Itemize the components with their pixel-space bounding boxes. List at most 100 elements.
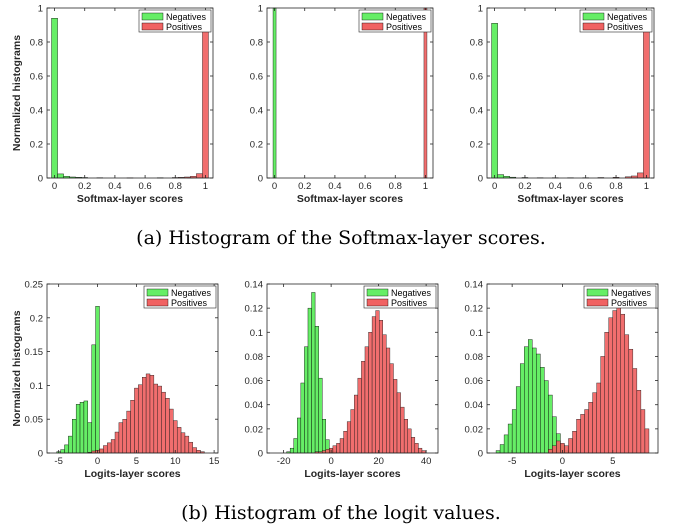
histogram-bar — [364, 346, 369, 454]
histogram-bar — [403, 419, 408, 454]
histogram-bar — [628, 348, 634, 454]
axes-box — [266, 7, 434, 179]
x-tick-label: 0.6 — [579, 181, 592, 192]
y-tick-label: 0.12 — [245, 304, 264, 315]
y-tick-label: 0.04 — [245, 400, 264, 411]
histogram-bar — [368, 332, 373, 454]
series-negatives — [286, 292, 337, 454]
histogram-bar — [57, 173, 64, 179]
histogram-bar — [637, 172, 644, 179]
y-tick-label: 0.4 — [30, 106, 43, 117]
x-tick-label: -5 — [508, 456, 516, 467]
x-tick-label: 0.8 — [389, 181, 402, 192]
legend-label-negatives: Negatives — [611, 288, 652, 298]
caption-b: (b) Histogram of the logit values. — [181, 502, 501, 524]
histogram-bar — [91, 344, 96, 454]
histogram-bar — [632, 368, 638, 454]
subplot-logits-2: -20 0 20 40 0 0.02 0.04 0.06 0.08 0.1 0.12 0.14 Logi… — [245, 280, 439, 480]
histogram-bar — [134, 387, 139, 454]
x-tick-label: -20 — [277, 456, 291, 467]
histogram-bar — [640, 409, 646, 454]
x-tick-label: 0.4 — [108, 181, 121, 192]
histogram-bar — [64, 444, 69, 454]
legend-swatch-positives — [586, 298, 609, 307]
histogram-bar — [110, 439, 116, 454]
histogram-bar — [169, 408, 174, 454]
y-tick-label: 0.1 — [250, 328, 263, 339]
histogram-bar — [357, 377, 362, 454]
y-tick-label: 0.8 — [470, 38, 483, 49]
y-tick-label: 0 — [258, 174, 263, 185]
x-tick-label: 0.2 — [298, 181, 311, 192]
histogram-bar — [389, 363, 394, 454]
histogram-bar — [107, 442, 112, 454]
x-tick-label: 20 — [373, 456, 384, 467]
histogram-bar — [343, 431, 348, 454]
histogram-bar — [386, 347, 391, 454]
histogram-bar — [325, 449, 330, 454]
series-positives — [423, 7, 428, 179]
histogram-bar — [580, 414, 585, 454]
histogram-bar — [126, 410, 131, 454]
x-axis-label: Logits-layer scores — [524, 468, 620, 480]
y-tick-label: 0 — [38, 174, 43, 185]
histogram-bar — [350, 409, 355, 454]
histogram-bar — [572, 431, 577, 454]
legend-swatch-negatives — [366, 288, 389, 297]
histogram-bar — [596, 382, 601, 454]
x-axis-label: Softmax-layer scores — [517, 193, 623, 205]
x-tick-label: 0.8 — [169, 181, 182, 192]
legend-swatch-negatives — [146, 288, 169, 297]
legend-label-positives: Positives — [391, 298, 428, 308]
x-tick-label: 0 — [272, 181, 277, 192]
histogram-bar — [511, 409, 517, 454]
x-tick-label: 0 — [328, 456, 333, 467]
histogram-bar — [354, 394, 359, 454]
histogram-bar — [568, 438, 573, 454]
y-tick-label: 0.8 — [30, 38, 43, 49]
x-tick-label: 0.2 — [518, 181, 531, 192]
plot-area — [47, 8, 213, 178]
histogram-bar — [411, 437, 416, 454]
y-tick-label: 0.02 — [465, 424, 484, 435]
histogram-bar — [336, 443, 341, 454]
x-tick-label: 1 — [644, 181, 649, 192]
histogram-bar — [68, 435, 73, 454]
legend-swatch-negatives — [582, 12, 605, 21]
histogram-bar — [576, 419, 581, 454]
histogram-bar — [556, 440, 561, 454]
y-tick-label: 0.05 — [25, 415, 44, 426]
y-tick-label: 0.6 — [250, 72, 263, 83]
histogram-bar — [497, 174, 504, 179]
legend-swatch-positives — [582, 22, 605, 31]
x-tick-label: -5 — [54, 456, 62, 467]
y-tick-label: 0.15 — [25, 347, 44, 358]
histogram-bar — [307, 307, 312, 454]
x-tick-label: 1 — [203, 181, 208, 192]
histogram-bar — [153, 383, 158, 454]
histogram-bar — [311, 292, 316, 454]
legend-swatch-negatives — [361, 12, 384, 21]
histogram-bar — [588, 402, 593, 454]
legend-label-positives: Positives — [166, 22, 203, 32]
x-tick-label: 0.4 — [549, 181, 562, 192]
histogram-bar — [149, 375, 155, 454]
histogram-bar — [503, 434, 509, 454]
series-negatives — [495, 339, 569, 454]
legend-label-negatives: Negatives — [386, 12, 427, 22]
histogram-bar — [612, 310, 617, 454]
histogram-bar — [99, 448, 104, 454]
axes-box — [486, 7, 655, 179]
histogram-bar — [346, 421, 351, 454]
y-axis-label: Normalized histograms — [11, 35, 23, 151]
histogram-bar — [620, 313, 626, 454]
x-tick-label: 10 — [170, 456, 181, 467]
histogram-bar — [304, 346, 309, 454]
histogram-bar — [536, 353, 541, 454]
x-axis-label: Logits-layer scores — [304, 468, 400, 480]
y-tick-label: 0.1 — [30, 381, 43, 392]
histogram-bar — [87, 422, 92, 454]
histogram-bar — [173, 420, 178, 454]
